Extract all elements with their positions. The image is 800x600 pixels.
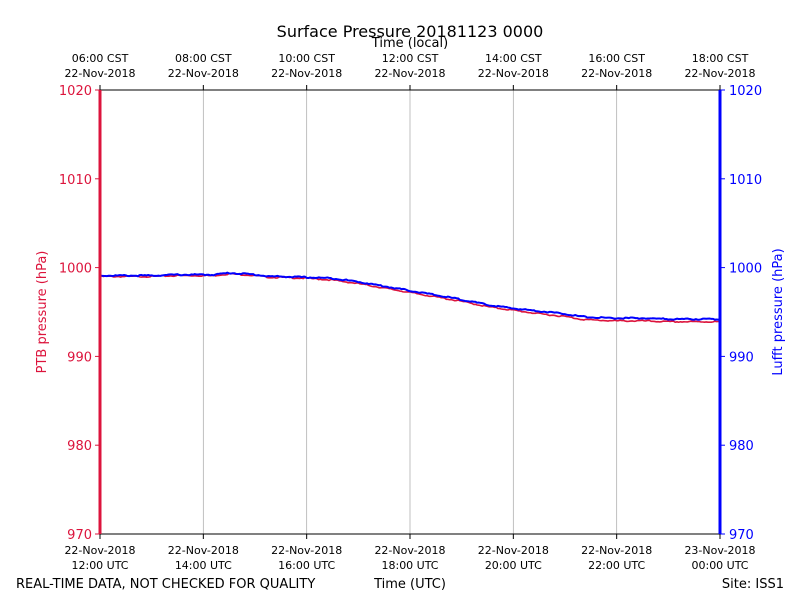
bottom-tick-date: 23-Nov-2018 [684, 544, 755, 557]
top-tick-time: 10:00 CST [278, 52, 335, 65]
right-tick-label: 970 [729, 528, 754, 543]
bottom-tick-time: 20:00 UTC [485, 559, 542, 572]
bottom-tick-time: 22:00 UTC [588, 559, 645, 572]
series-layer [99, 271, 721, 324]
top-tick-date: 22-Nov-2018 [271, 67, 342, 80]
bottom-tick-date: 22-Nov-2018 [168, 544, 239, 557]
bottom-tick-date: 22-Nov-2018 [374, 544, 445, 557]
top-tick-time: 16:00 CST [588, 52, 645, 65]
top-tick-time: 12:00 CST [382, 52, 439, 65]
top-tick-time: 06:00 CST [72, 52, 129, 65]
chart-title: Surface Pressure 20181123 0000 [277, 22, 544, 41]
left-tick-label: 980 [67, 439, 92, 454]
bottom-tick-date: 22-Nov-2018 [271, 544, 342, 557]
top-tick-date: 22-Nov-2018 [64, 67, 135, 80]
top-tick-time: 08:00 CST [175, 52, 232, 65]
bottom-tick-time: 16:00 UTC [278, 559, 335, 572]
top-tick-date: 22-Nov-2018 [374, 67, 445, 80]
right-tick-label: 1000 [729, 262, 762, 277]
left-axis-label: PTB pressure (hPa) [35, 251, 50, 374]
footer-quality-note: REAL-TIME DATA, NOT CHECKED FOR QUALITY [16, 577, 315, 592]
top-tick-date: 22-Nov-2018 [581, 67, 652, 80]
footer-xlabel: Time (UTC) [373, 577, 446, 592]
bottom-tick-time: 00:00 UTC [691, 559, 748, 572]
top-tick-time: 14:00 CST [485, 52, 542, 65]
footer-site: Site: ISS1 [722, 577, 784, 592]
right-tick-label: 1010 [729, 173, 762, 188]
left-tick-label: 1000 [59, 262, 92, 277]
top-tick-date: 22-Nov-2018 [168, 67, 239, 80]
grid-lines [202, 90, 618, 534]
left-tick-label: 990 [67, 350, 92, 365]
bottom-tick-time: 14:00 UTC [175, 559, 232, 572]
bottom-tick-date: 22-Nov-2018 [581, 544, 652, 557]
top-tick-date: 22-Nov-2018 [478, 67, 549, 80]
left-tick-label: 1020 [59, 84, 92, 99]
right-tick-label: 990 [729, 350, 754, 365]
top-axis-label: Time (local) [371, 36, 448, 51]
top-tick-date: 22-Nov-2018 [684, 67, 755, 80]
series-line-lufft [99, 271, 721, 321]
bottom-tick-time: 12:00 UTC [71, 559, 128, 572]
right-tick-label: 980 [729, 439, 754, 454]
left-tick-label: 970 [67, 528, 92, 543]
bottom-tick-date: 22-Nov-2018 [64, 544, 135, 557]
axis-ticks: 970 970 980 980 990 990 1000 1000 1010 1010 1020 10… [59, 52, 762, 572]
right-tick-label: 1020 [729, 84, 762, 99]
right-axis-label: Lufft pressure (hPa) [771, 248, 786, 375]
bottom-tick-date: 22-Nov-2018 [478, 544, 549, 557]
left-tick-label: 1010 [59, 173, 92, 188]
bottom-tick-time: 18:00 UTC [381, 559, 438, 572]
top-tick-time: 18:00 CST [692, 52, 749, 65]
